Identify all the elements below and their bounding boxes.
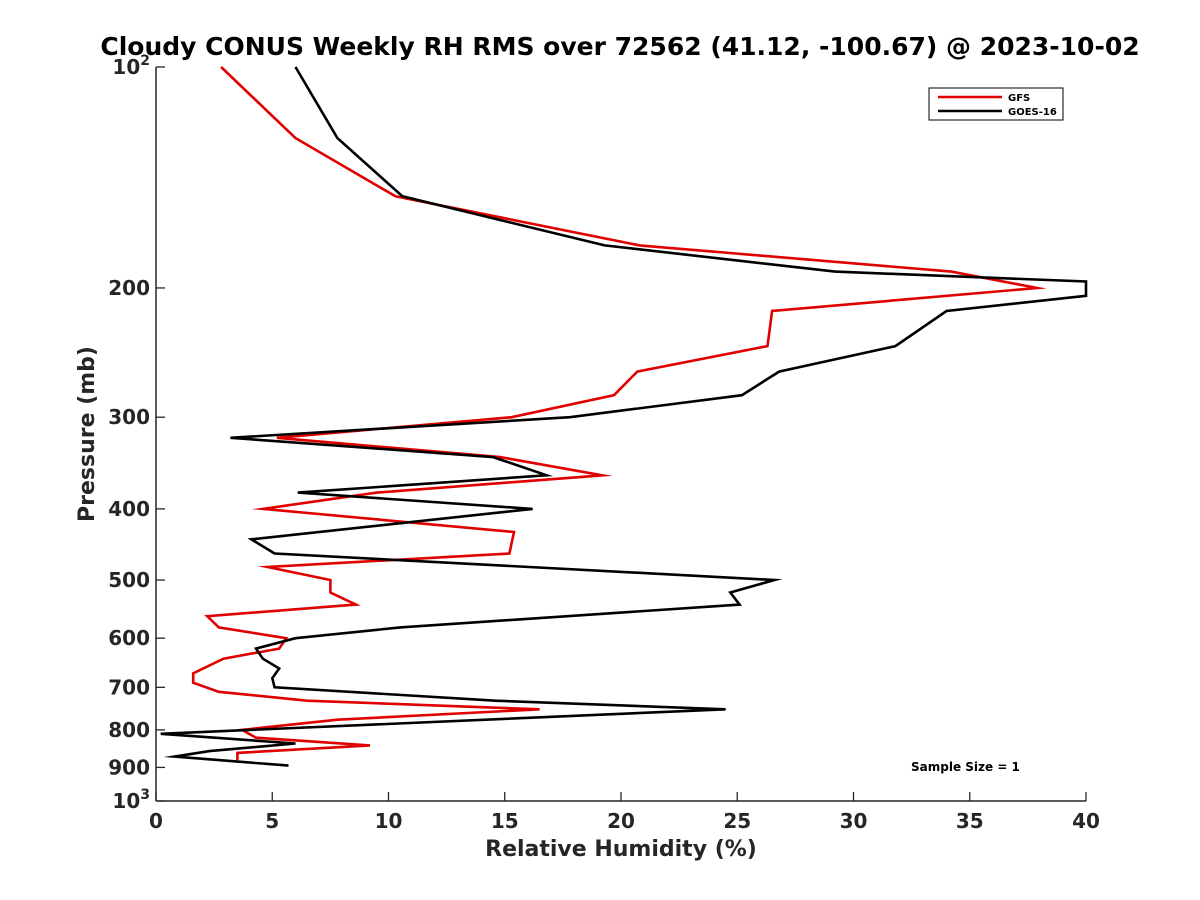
- x-tick-label: 30: [840, 809, 868, 833]
- y-tick-label: 700: [108, 675, 150, 699]
- x-tick-label: 20: [607, 809, 635, 833]
- legend-box: [928, 87, 1064, 121]
- x-tick-label: 35: [956, 809, 984, 833]
- y-tick-label: 800: [108, 718, 150, 742]
- series-line-goes16: [160, 66, 1088, 767]
- x-axis-label: Relative Humidity (%): [485, 837, 757, 862]
- y-tick-label: 600: [108, 626, 150, 650]
- y-axis-ticks: 102 200 300 400 500 600 700 800 900 103: [108, 53, 165, 813]
- series-group: [160, 66, 1088, 767]
- x-tick-label: 40: [1072, 809, 1100, 833]
- legend-label-goes16: GOES-16: [1008, 107, 1057, 118]
- y-tick-label: 400: [108, 497, 150, 521]
- x-tick-label: 5: [265, 809, 279, 833]
- y-tick-label: 103: [112, 787, 150, 813]
- legend-label-gfs: GFS: [1008, 93, 1030, 104]
- y-tick-label: 300: [108, 405, 150, 429]
- y-tick-label: 500: [108, 568, 150, 592]
- x-axis-ticks: 0 5 10 15 20 25 30 35 40: [149, 792, 1100, 833]
- y-tick-label: 200: [108, 276, 150, 300]
- y-tick-label: 102: [112, 53, 150, 79]
- x-tick-label: 10: [375, 809, 403, 833]
- legend: GFS GOES-16: [928, 87, 1064, 121]
- x-tick-label: 0: [149, 809, 163, 833]
- plot-area: 0 5 10 15 20 25 30 35 40 102 200 300 400 500 600 700 80…: [108, 53, 1100, 833]
- x-tick-label: 25: [723, 809, 751, 833]
- series-line-gfs: [191, 66, 1047, 761]
- y-axis-label: Pressure (mb): [75, 346, 100, 522]
- y-tick-label: 900: [108, 755, 150, 779]
- x-tick-label: 15: [491, 809, 519, 833]
- sample-size-annotation: Sample Size = 1: [911, 760, 1020, 774]
- chart-title: Cloudy CONUS Weekly RH RMS over 72562 (4…: [100, 32, 1139, 61]
